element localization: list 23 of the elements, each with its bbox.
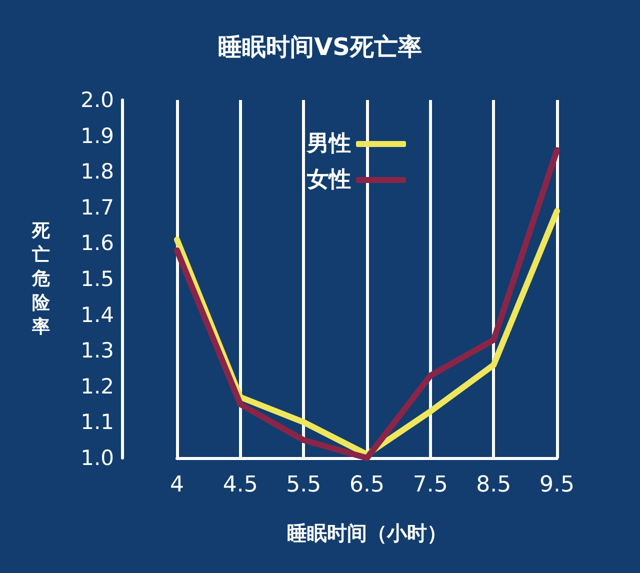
y-tick-label: 1.2	[80, 374, 114, 398]
x-tick-label: 8.5	[476, 472, 512, 498]
y-tick-label: 1.8	[80, 160, 114, 184]
y-tick-label: 1.7	[80, 195, 114, 220]
y-axis-title: 死亡危险率	[31, 220, 51, 338]
x-tick-label: 7.5	[412, 472, 448, 498]
y-tick-label: 1.9	[80, 124, 114, 148]
y-tick-label: 1.6	[80, 231, 114, 256]
x-tick-label: 5.5	[286, 472, 322, 498]
y-tick-label: 2.0	[80, 88, 114, 112]
chart-title: 睡眠时间VS死亡率	[218, 33, 422, 61]
y-tick-label: 1.5	[80, 267, 114, 291]
x-tick-label: 4	[170, 472, 184, 498]
y-tick-label: 1.3	[80, 338, 114, 363]
legend-label: 男性	[306, 132, 351, 156]
x-tick-label: 4.5	[222, 472, 258, 498]
x-axis-title: 睡眠时间（小时）	[287, 521, 447, 545]
legend-label: 女性	[306, 168, 351, 192]
x-tick-label: 6.5	[350, 472, 384, 498]
y-tick-label: 1.1	[80, 410, 114, 434]
x-tick-label: 9.5	[540, 472, 574, 498]
y-tick-label: 1.0	[80, 446, 114, 470]
y-tick-label: 1.4	[80, 302, 114, 327]
